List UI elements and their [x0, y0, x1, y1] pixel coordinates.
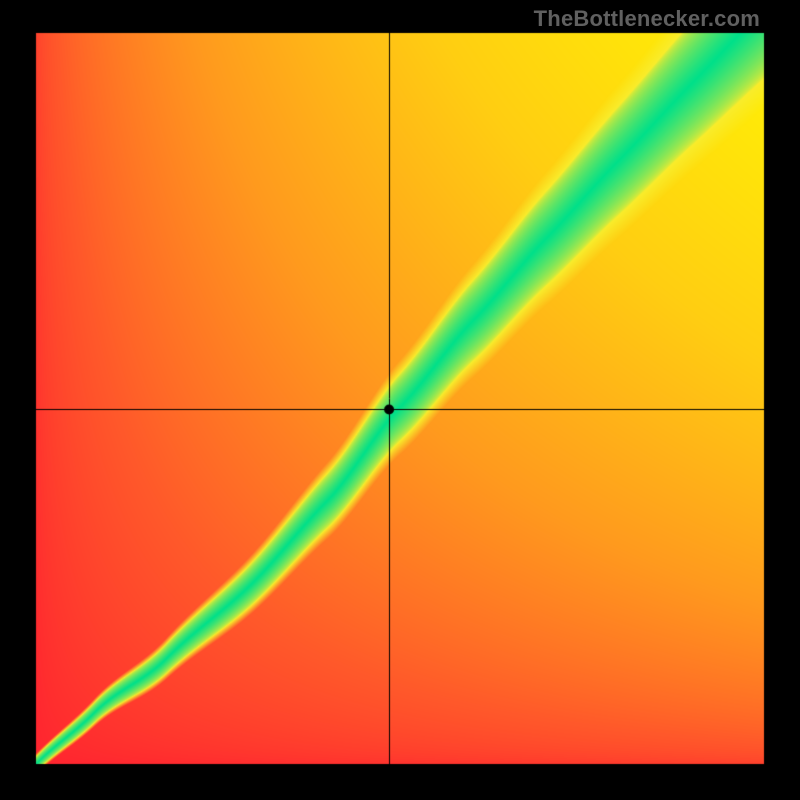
chart-container: TheBottlenecker.com — [0, 0, 800, 800]
heatmap-canvas — [0, 0, 800, 800]
